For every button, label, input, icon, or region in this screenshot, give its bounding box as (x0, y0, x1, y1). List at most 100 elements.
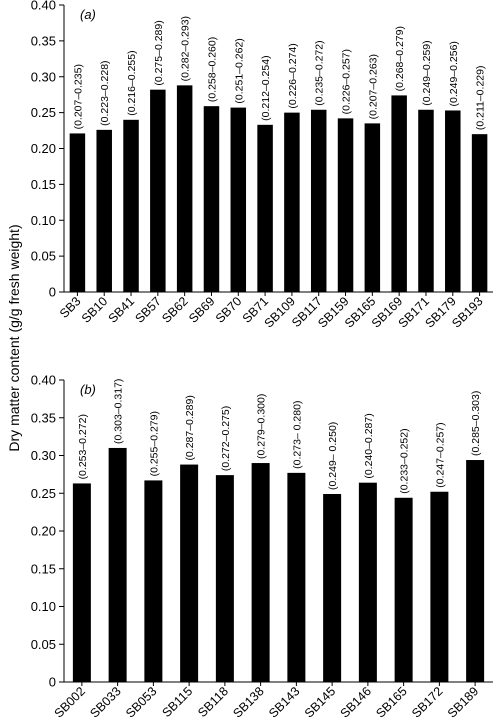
category-label: SB115 (159, 684, 195, 720)
bar-sb169 (391, 95, 407, 292)
chart-panel-a: 00.050.100.150.200.250.300.350.40(a)SB3(… (31, 0, 493, 331)
bar-sb002 (72, 483, 91, 682)
y-tick-label: 0.35 (31, 410, 56, 425)
range-data-label: (0.233–0.252) (399, 428, 411, 493)
panel-label: (b) (80, 382, 96, 397)
range-data-label: (0.207–0.235) (72, 64, 84, 129)
category-label: SB189 (445, 684, 481, 720)
range-data-label: (0.216–0.255) (126, 50, 138, 115)
y-axis-label: Dry matter content (g/g fresh weight) (6, 224, 22, 451)
bar-sb165 (394, 497, 413, 682)
range-data-label: (0.235–0.272) (314, 40, 326, 105)
bar-sb62 (176, 85, 193, 292)
bar-sb138 (251, 463, 270, 682)
category-label: SB165 (373, 684, 409, 720)
range-data-label: (0.240–0.287) (363, 413, 375, 478)
bar-sb171 (418, 109, 434, 292)
bar-sb109 (284, 112, 300, 292)
y-tick-label: 0 (49, 675, 56, 690)
category-label: SB033 (87, 684, 123, 720)
category-label: SB70 (213, 294, 245, 326)
category-label: SB69 (186, 294, 218, 326)
bar-sb57 (150, 89, 166, 292)
range-data-label: (0.207–0.263) (367, 54, 379, 119)
y-tick-label: 0.30 (31, 69, 56, 84)
range-data-label: (0.258–0.260) (206, 37, 218, 102)
range-data-label: (0.273– 0.280) (291, 401, 303, 469)
range-data-label: (0.212–0.254) (260, 55, 272, 120)
range-data-label: (0.226–0.257) (341, 49, 353, 114)
bar-sb117 (310, 109, 327, 292)
y-tick-label: 0.20 (31, 524, 56, 539)
range-data-label: (0.223–0.228) (99, 60, 111, 125)
range-data-label: (0.303–0.317) (113, 379, 125, 444)
bar-sb189 (466, 460, 485, 682)
chart-panel-b: 0 0.05 0.10 0.15 0.20 0.25 0.30 0.35 0.40 (b) SB00… (31, 373, 493, 721)
y-tick-label: 0.20 (31, 141, 56, 156)
bar-sb033 (108, 447, 127, 682)
y-tick-label: 0.10 (31, 599, 56, 614)
panel-label: (a) (80, 7, 96, 22)
y-tick-label: 0.05 (31, 249, 56, 264)
y-tick-label: 0.15 (31, 561, 56, 576)
bar-sb115 (180, 464, 199, 682)
bar-sb053 (144, 480, 163, 682)
bar-sb3 (69, 133, 86, 292)
category-label: SB193 (449, 294, 485, 330)
category-label: SB143 (266, 684, 302, 720)
y-tick-label: 0.35 (31, 33, 56, 48)
category-label: SB145 (302, 684, 338, 720)
bar-sb193 (471, 134, 488, 292)
range-data-label: (0.249– 0.250) (327, 422, 339, 490)
category-label: SB002 (52, 684, 88, 720)
y-tick-label: 0.30 (31, 448, 56, 463)
range-data-label: (0.226–0.274) (287, 43, 299, 108)
bar-sb179 (445, 110, 461, 292)
bar-sb159 (337, 118, 354, 293)
bar-sb71 (257, 124, 273, 292)
range-data-label: (0.247–0.257) (434, 422, 446, 487)
bar-sb70 (230, 107, 247, 292)
bar-sb165 (364, 123, 381, 292)
category-label: SB118 (195, 684, 231, 720)
range-data-label: (0.272–0.275) (220, 406, 232, 471)
category-label: SB146 (338, 684, 374, 720)
range-data-label: (0.249–0.259) (421, 40, 433, 105)
y-tick-label: 0.15 (31, 177, 56, 192)
category-label: SB62 (159, 294, 191, 326)
range-data-label: (0.251–0.262) (233, 38, 245, 103)
range-data-label: (0.279–0.300) (256, 394, 268, 459)
bar-sb145 (323, 494, 342, 682)
bar-sb118 (215, 475, 234, 682)
y-tick-label: 0.05 (31, 637, 56, 652)
y-tick-label: 0.40 (31, 373, 56, 388)
category-label: SB172 (409, 684, 445, 720)
range-data-label: (0.282–0.293) (180, 16, 192, 81)
bar-sb146 (358, 482, 377, 682)
range-data-label: (0.255–0.279) (148, 411, 160, 476)
category-label: SB053 (123, 684, 159, 720)
y-tick-label: 0.25 (31, 486, 56, 501)
y-tick-label: 0.25 (31, 105, 56, 120)
category-label: SB57 (132, 294, 164, 326)
bar-sb172 (430, 491, 449, 682)
category-label: SB109 (262, 294, 298, 330)
range-data-label: (0.287–0.289) (184, 395, 196, 460)
bar-sb143 (287, 472, 306, 682)
range-data-label: (0.275–0.289) (153, 20, 165, 85)
y-tick-label: 0.40 (31, 0, 56, 13)
y-tick-label: 0 (49, 285, 56, 300)
range-data-label: (0.211–0.229) (475, 66, 487, 131)
bar-sb41 (123, 119, 139, 292)
bar-sb10 (96, 129, 112, 292)
range-data-label: (0.253–0.272) (77, 414, 89, 479)
range-data-label: (0.249–0.256) (448, 41, 460, 106)
category-label: SB10 (79, 294, 111, 326)
category-label: SB41 (106, 294, 138, 326)
category-label: SB138 (230, 684, 266, 720)
range-data-label: (0.285–0.303) (470, 391, 482, 456)
range-data-label: (0.268–0.279) (394, 26, 406, 91)
bar-sb69 (203, 106, 220, 292)
